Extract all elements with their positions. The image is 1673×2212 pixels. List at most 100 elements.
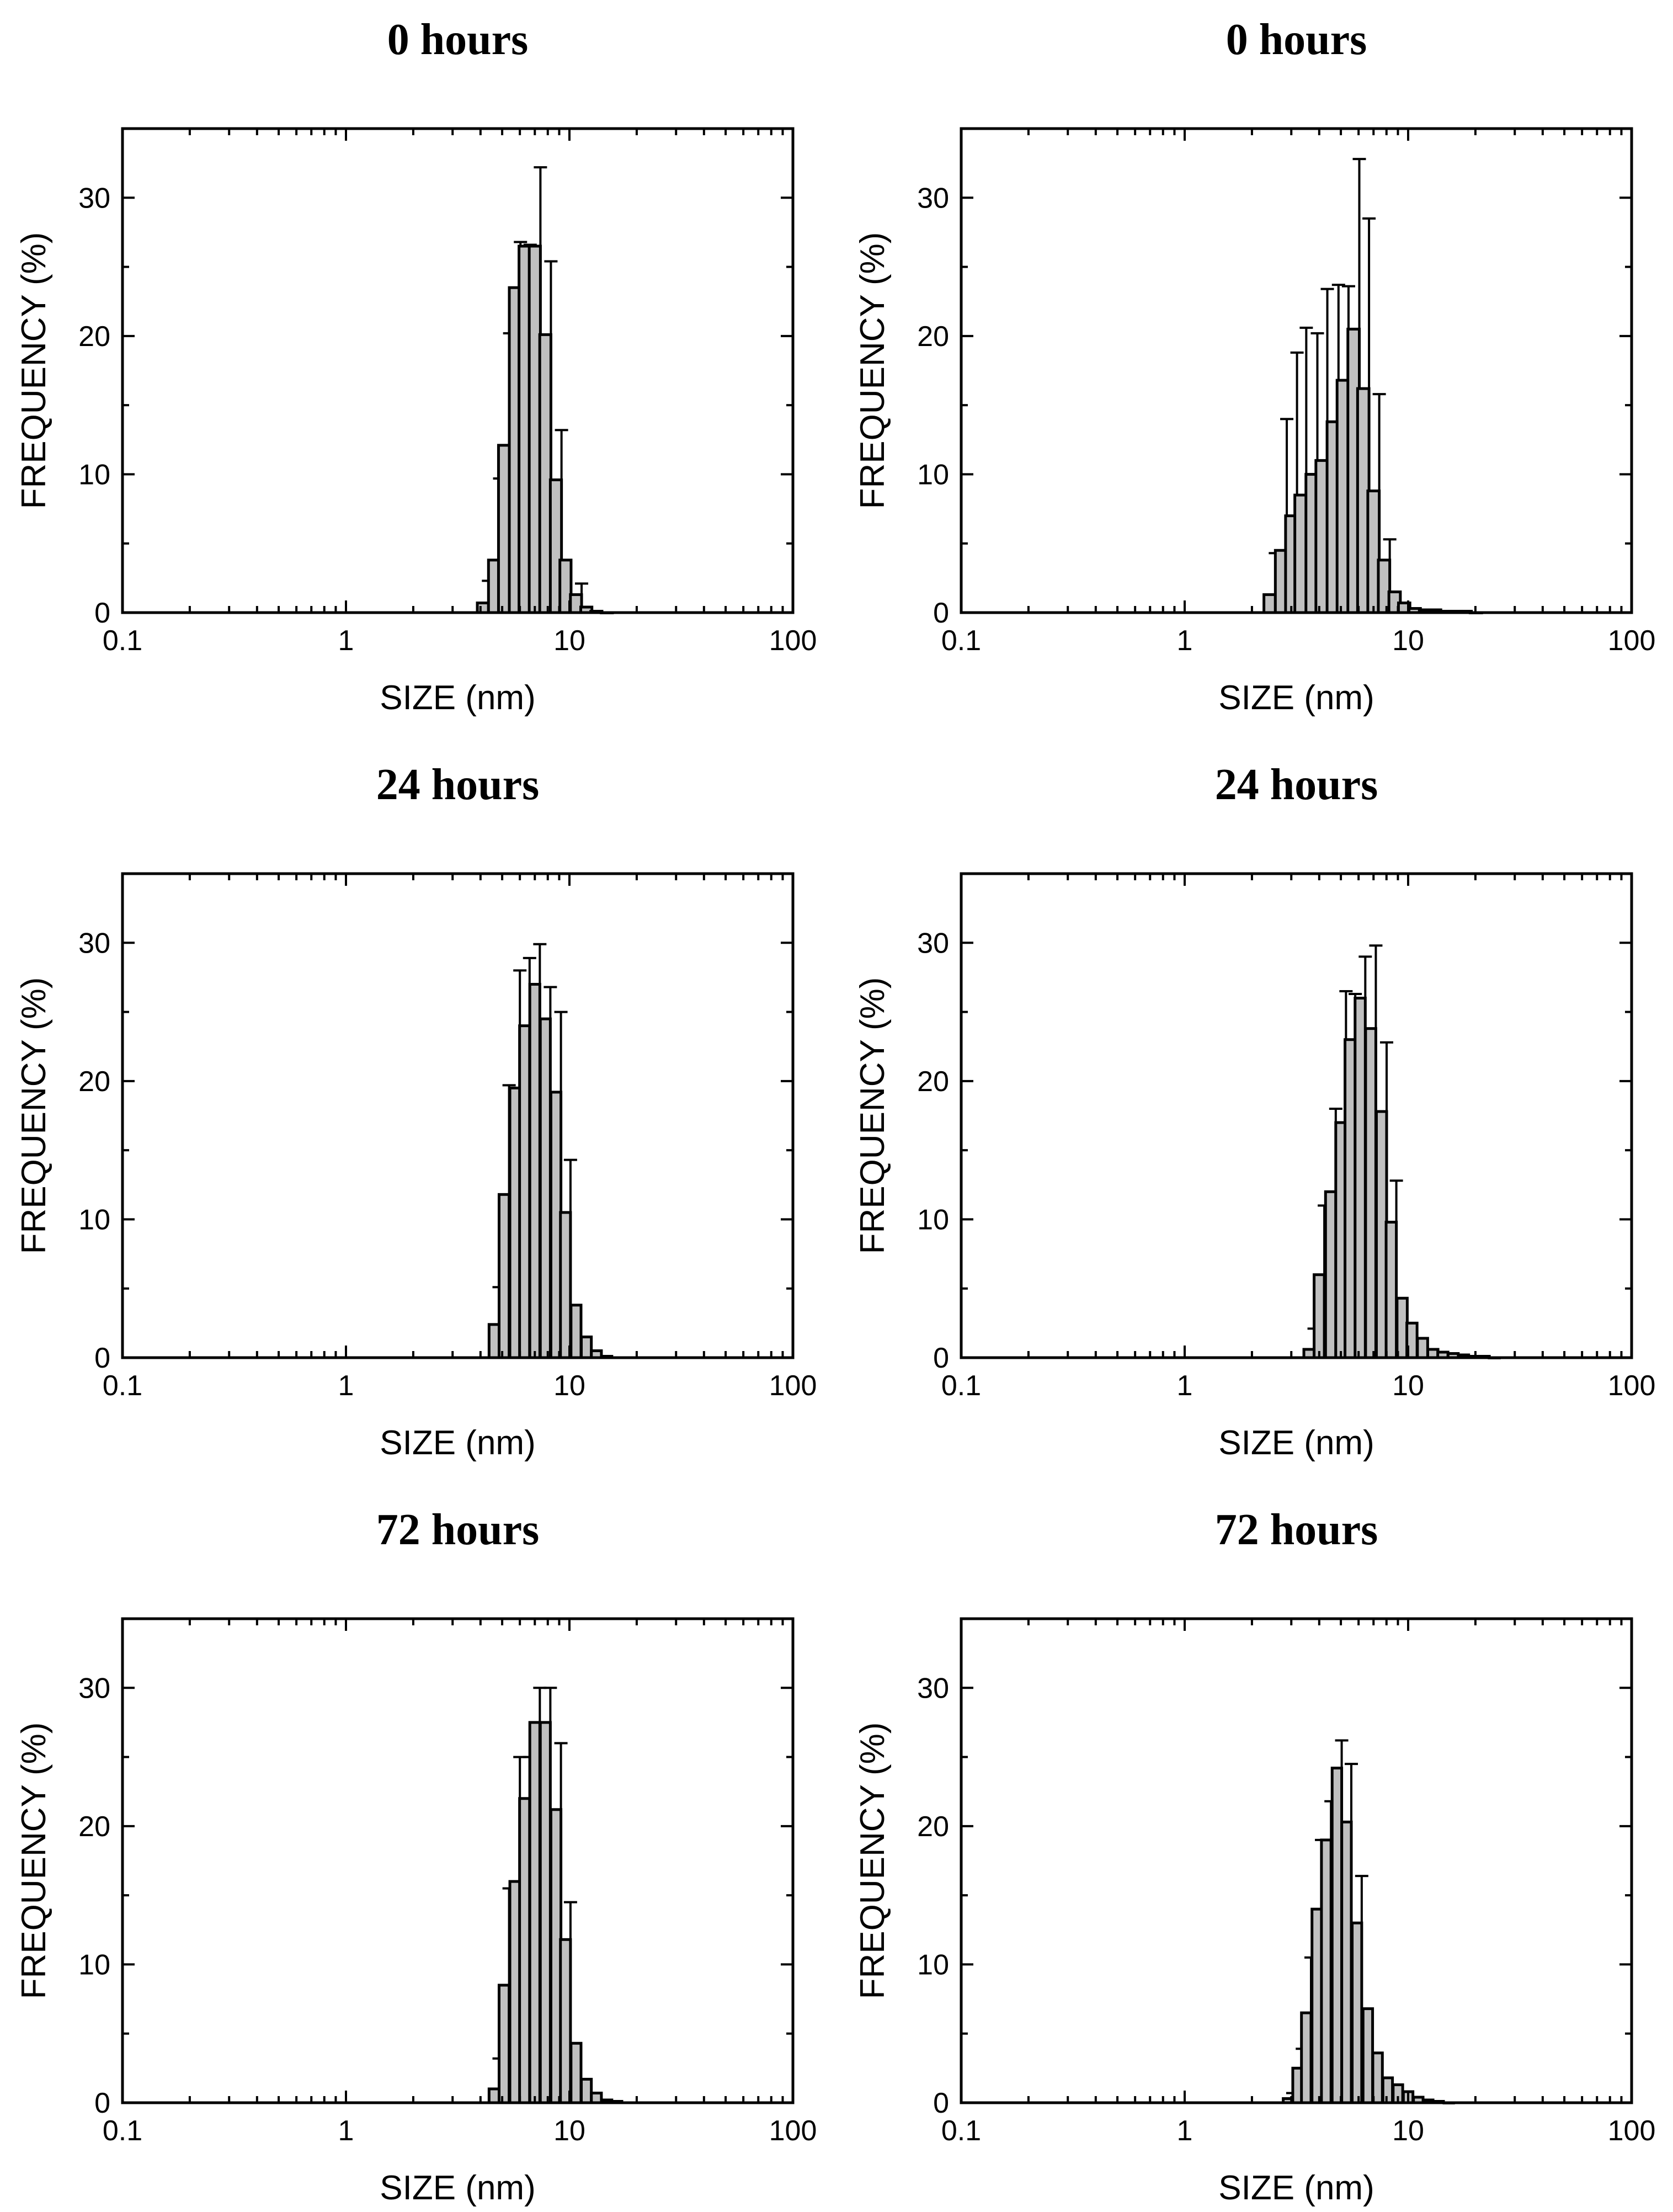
error-bar [534,166,547,246]
y-tick-label: 30 [78,182,110,214]
chart-title: 0 hours [1226,15,1367,64]
plot-frame [121,872,795,1359]
y-tick-label: 0 [94,1342,110,1374]
x-tick-label: 1 [1177,2115,1193,2147]
error-bar [554,1011,568,1092]
error-bar [1355,1875,1368,1923]
histogram-bar [1314,459,1329,614]
error-bar [1369,944,1383,1029]
histogram-bar [476,601,490,614]
histogram-bar [1340,1820,1353,2104]
x-axis-label: SIZE (nm) [1218,679,1374,717]
x-tick-label: 1 [1177,625,1193,657]
histogram-bar [1364,1027,1377,1359]
error-bar [1383,538,1397,560]
y-axis-label: FREQUENCY (%) [854,1722,892,2000]
x-tick-label: 1 [338,1370,354,1402]
plot-frame [121,1617,795,2104]
error-bar [555,429,568,480]
histogram-bar [518,1797,531,2104]
histogram-bar [518,1024,531,1359]
x-tick-label: 100 [769,2115,817,2147]
x-axis-label: SIZE (nm) [1218,2169,1374,2207]
error-bar [533,1687,547,1722]
y-tick-label: 20 [78,321,110,353]
x-tick-label: 10 [1392,1370,1424,1402]
y-tick-label: 10 [78,459,110,491]
y-axis-label: FREQUENCY (%) [15,232,53,509]
y-tick-label: 0 [933,597,949,629]
chart-panel-2: 0 hours 0 10 20 30 0.1 1 10 100 SIZE (nm) FREQUENC… [854,15,1655,717]
chart-title: 0 hours [387,15,529,64]
error-bar [544,260,558,335]
x-tick-label: 100 [1608,625,1656,657]
error-bar [1362,217,1376,389]
chart-title: 72 hours [1215,1506,1378,1554]
chart-panel-1: 0 hours 0 10 20 30 0.1 1 10 100 SIZE (nm) FREQUENC… [15,15,817,717]
chart-panel-3: 24 hours 0 10 20 30 0.1 1 10 100 SIZE (nm) FREQUEN… [15,761,817,1462]
chart-panel-6: 72 hours 0 10 20 30 0.1 1 10 100 SIZE (nm) FREQUEN… [854,1506,1655,2207]
y-axis-label: FREQUENCY (%) [854,977,892,1254]
x-tick-label: 10 [1392,2115,1424,2147]
y-tick-label: 0 [94,597,110,629]
error-bar [1290,351,1304,516]
x-axis-label: SIZE (nm) [380,1424,535,1462]
y-tick-label: 0 [933,2087,949,2119]
chart-title: 24 hours [1215,761,1378,809]
plot-frame [960,872,1633,1359]
y-tick-label: 0 [94,2087,110,2119]
y-axis-label: FREQUENCY (%) [15,977,53,1254]
histogram-bar [497,1193,511,1359]
error-bar [563,1901,577,1940]
chart-title: 24 hours [376,761,540,809]
histogram-bar [539,1721,552,2104]
x-tick-label: 0.1 [941,2115,981,2147]
y-tick-label: 20 [917,1066,949,1098]
error-bar [1310,332,1324,475]
y-tick-label: 30 [78,927,110,959]
error-bar [575,582,589,595]
x-axis-label: SIZE (nm) [380,679,535,717]
histogram-bar [1371,2051,1384,2104]
y-axis-label: FREQUENCY (%) [854,232,892,509]
y-tick-label: 20 [78,1811,110,1843]
error-bar [544,986,557,1019]
plot-frame [960,127,1633,614]
y-axis-label: FREQUENCY (%) [15,1722,53,2000]
histogram-bar [1324,1190,1338,1359]
x-axis-label: SIZE (nm) [380,2169,535,2207]
histogram-bar [1354,997,1367,1359]
y-tick-label: 10 [917,1204,949,1236]
histogram-bar [1313,1273,1326,1359]
x-tick-label: 100 [769,1370,817,1402]
error-bar [533,943,547,985]
y-tick-label: 30 [917,182,949,214]
y-tick-label: 20 [917,321,949,353]
x-tick-label: 0.1 [941,625,981,657]
error-bar [554,1742,568,1810]
y-tick-label: 0 [933,1342,949,1374]
error-bar [1380,1041,1393,1112]
histogram-bar [1416,1337,1429,1359]
error-bar [1358,955,1372,998]
y-tick-label: 20 [78,1066,110,1098]
y-tick-label: 10 [78,1204,110,1236]
y-tick-label: 30 [917,927,949,959]
histogram-bar [1384,1220,1398,1359]
histogram-bar [1381,2076,1394,2104]
error-bar [1352,158,1366,329]
histogram-bar [1351,1921,1363,2104]
x-tick-label: 1 [1177,1370,1193,1402]
histogram-bar [1361,2007,1374,2104]
y-tick-label: 10 [917,459,949,491]
x-tick-label: 0.1 [103,625,142,657]
histogram-bar [559,1938,572,2104]
histogram-bar [487,1323,500,1359]
x-tick-label: 10 [1392,625,1424,657]
x-tick-label: 100 [1608,1370,1656,1402]
x-axis-label: SIZE (nm) [1218,1424,1374,1462]
histogram-bar [580,1335,593,1359]
x-tick-label: 1 [338,625,354,657]
x-tick-label: 0.1 [103,2115,142,2147]
